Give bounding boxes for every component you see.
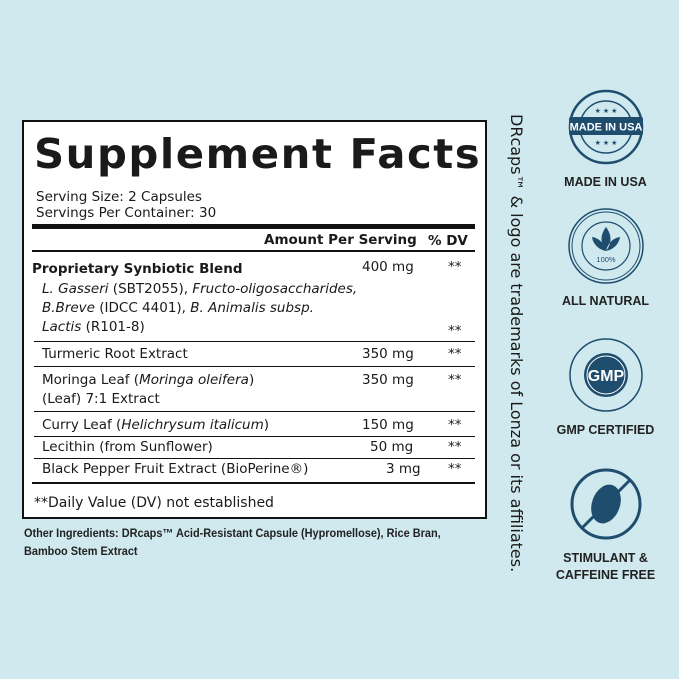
row-name: Curry Leaf (Helichrysum italicum) <box>42 417 269 433</box>
divider-thick <box>32 224 475 229</box>
divider <box>32 482 475 484</box>
panel-title: Supplement Facts <box>34 130 482 178</box>
row-amount: 3 mg <box>386 461 421 477</box>
divider <box>34 366 475 367</box>
blend-ingredient-line: Lactis (R101-8) <box>42 319 145 335</box>
row-amount: 350 mg <box>362 372 414 388</box>
header-dv: % DV <box>428 233 468 249</box>
badge-all-natural: 100% ALL NATURAL <box>548 207 663 310</box>
row-dv: ** <box>448 372 462 388</box>
svg-text:★ ★ ★: ★ ★ ★ <box>594 107 617 115</box>
ingredient-latin: B.Breve <box>42 300 95 316</box>
ingredient-latin: B. Animalis subsp. <box>190 300 314 316</box>
row-name-text: Curry Leaf ( <box>42 417 122 433</box>
row-name-end: ) <box>263 417 270 433</box>
badge-label: ALL NATURAL <box>561 294 650 308</box>
supplement-facts-panel: Supplement Facts Serving Size: 2 Capsule… <box>22 120 487 519</box>
badge-label-line: CAFFEINE FREE <box>555 568 656 582</box>
natural-leaf-seal-icon: 100% <box>567 208 644 284</box>
row-latin: Helichrysum italicum <box>121 417 264 433</box>
ingredient-strain: (R101-8) <box>81 319 145 335</box>
svg-text:100%: 100% <box>596 255 616 264</box>
divider <box>32 250 475 252</box>
divider <box>34 341 475 342</box>
badge-label-line: STIMULANT & <box>563 551 648 565</box>
row-name: Turmeric Root Extract <box>42 346 188 362</box>
row-name: Black Pepper Fruit Extract (BioPerine®) <box>42 461 309 477</box>
blend-ingredient-line: B.Breve (IDCC 4401), B. Animalis subsp. <box>42 300 314 316</box>
ingredient-strain: (IDCC 4401), <box>94 300 191 316</box>
divider <box>34 458 475 459</box>
badge-label: MADE IN USA <box>564 175 647 189</box>
badge-made-in-usa: MADE IN USA ★ ★ ★ ★ ★ ★ MADE IN USA <box>548 88 663 191</box>
row-amount: 50 mg <box>370 439 414 455</box>
row-amount: 350 mg <box>362 346 414 362</box>
row-dv: ** <box>448 461 462 477</box>
row-name-line2: (Leaf) 7:1 Extract <box>42 391 160 407</box>
servings-per-container: Servings Per Container: 30 <box>36 205 217 221</box>
footnote: **Daily Value (DV) not established <box>34 495 274 511</box>
blend-ingredient-line: L. Gasseri (SBT2055), Fructo-oligosaccha… <box>42 281 357 297</box>
made-in-usa-seal-icon: MADE IN USA ★ ★ ★ ★ ★ ★ <box>568 89 643 165</box>
trademark-notice: DRcaps™ & logo are trademarks of Lonza o… <box>507 114 526 573</box>
no-caffeine-icon <box>570 468 641 540</box>
row-amount: 150 mg <box>362 417 414 433</box>
gmp-seal-icon: GMP <box>568 338 643 412</box>
blend-amount: 400 mg <box>362 259 414 275</box>
svg-text:MADE IN USA: MADE IN USA <box>569 122 642 134</box>
svg-text:GMP: GMP <box>587 368 624 385</box>
row-name: Moringa Leaf (Moringa oleifera) <box>42 372 254 388</box>
other-ingredients: Other Ingredients: DRcaps™ Acid-Resistan… <box>24 528 441 558</box>
badge-gmp: GMP GMP CERTIFIED <box>548 336 663 439</box>
serving-size: Serving Size: 2 Capsules <box>36 189 202 205</box>
row-latin: Moringa oleifera <box>139 372 249 388</box>
header-amount: Amount Per Serving <box>264 232 417 248</box>
row-name-text: Moringa Leaf ( <box>42 372 140 388</box>
row-dv: ** <box>448 417 462 433</box>
svg-text:★ ★ ★: ★ ★ ★ <box>594 139 617 147</box>
blend-dv: ** <box>448 259 462 275</box>
row-dv: ** <box>448 439 462 455</box>
badge-label: STIMULANT & CAFFEINE FREE <box>548 550 663 584</box>
divider <box>34 411 475 412</box>
ingredient-latin: L. Gasseri <box>42 281 109 297</box>
row-dv: ** <box>448 346 462 362</box>
badge-label: GMP CERTIFIED <box>556 423 655 437</box>
row-name: Lecithin (from Sunflower) <box>42 439 213 455</box>
ingredient-latin: Lactis <box>42 319 82 335</box>
divider <box>34 436 475 437</box>
ingredient-latin: Fructo-oligosaccharides, <box>192 281 358 297</box>
row-name-end: ) <box>248 372 255 388</box>
blend-ingredients-dv: ** <box>448 323 462 339</box>
blend-name: Proprietary Synbiotic Blend <box>32 261 243 277</box>
badge-caffeine-free: STIMULANT & CAFFEINE FREE <box>548 466 663 584</box>
ingredient-strain: (SBT2055), <box>108 281 193 297</box>
